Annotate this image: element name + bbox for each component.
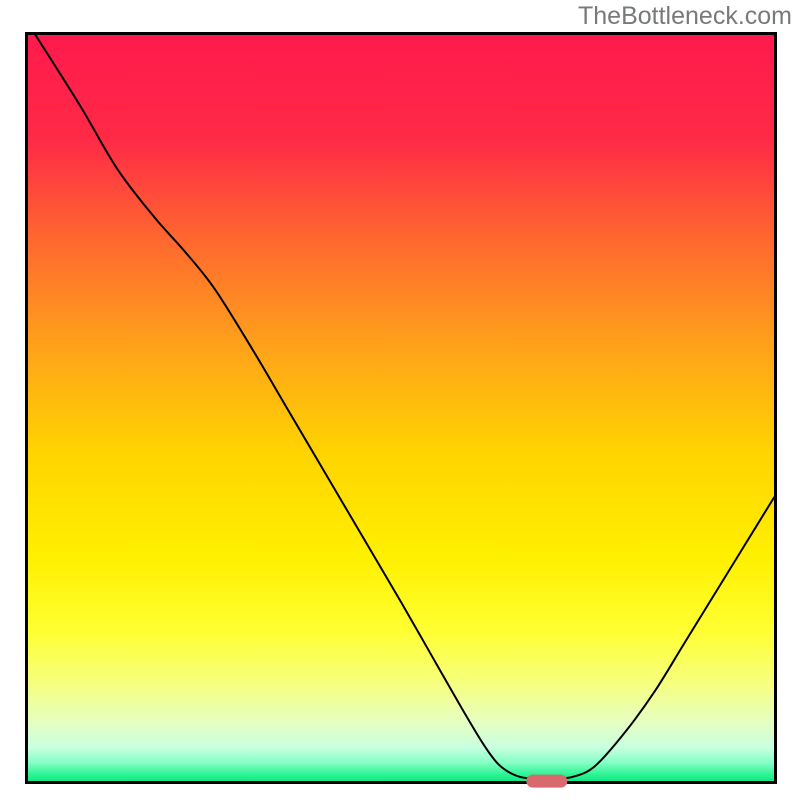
optimal-marker (526, 775, 567, 788)
stage: TheBottleneck.com (0, 0, 800, 800)
watermark-text: TheBottleneck.com (578, 2, 792, 31)
chart-plot-area (25, 32, 777, 784)
bottleneck-curve (28, 35, 774, 781)
